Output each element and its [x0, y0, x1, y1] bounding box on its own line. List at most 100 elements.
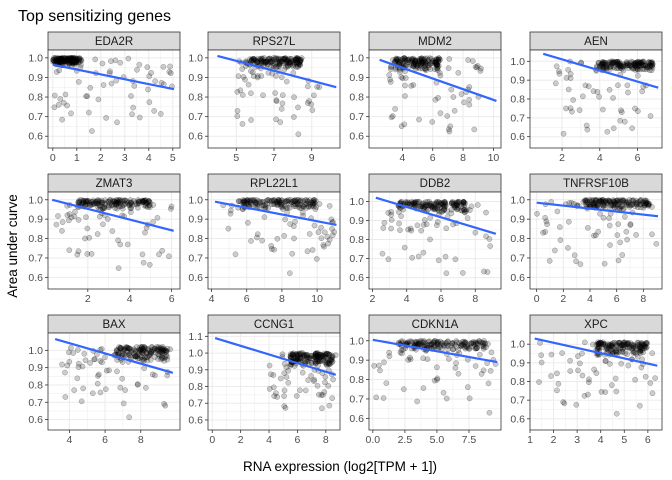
data-point — [395, 55, 402, 62]
data-point — [58, 56, 64, 62]
data-point — [422, 203, 429, 210]
data-point — [99, 205, 106, 212]
data-point — [95, 202, 102, 208]
data-point — [427, 66, 434, 73]
data-point — [110, 197, 117, 204]
data-point — [262, 59, 268, 65]
data-point — [267, 59, 274, 65]
data-point — [237, 87, 244, 94]
data-point — [135, 197, 141, 203]
data-point — [423, 202, 430, 209]
data-point — [306, 231, 313, 237]
y-tick-label: 0.8 — [28, 233, 43, 245]
data-point — [275, 56, 281, 62]
data-point — [74, 251, 81, 258]
data-point — [275, 59, 281, 65]
data-point — [278, 106, 285, 112]
data-point — [419, 60, 426, 66]
data-point — [273, 56, 280, 63]
data-point — [109, 228, 116, 235]
y-tick-label: 0.9 — [28, 72, 43, 84]
data-point — [427, 61, 434, 67]
data-point — [61, 55, 68, 61]
data-point — [266, 362, 273, 369]
data-point — [276, 61, 283, 67]
data-point — [274, 199, 281, 206]
data-point — [60, 55, 66, 61]
data-point — [271, 201, 278, 207]
data-point — [635, 72, 641, 79]
data-point — [248, 201, 254, 208]
data-point — [132, 201, 138, 208]
data-point — [245, 219, 251, 226]
data-point — [619, 65, 625, 72]
data-point — [415, 253, 422, 260]
data-point — [294, 59, 301, 66]
data-point — [227, 210, 234, 217]
data-point — [599, 59, 606, 66]
data-point — [53, 57, 60, 64]
data-point — [584, 126, 591, 133]
data-point — [477, 68, 484, 74]
data-point — [79, 200, 86, 207]
data-point — [55, 57, 62, 64]
data-point — [73, 58, 79, 64]
data-point — [124, 241, 131, 248]
data-point — [446, 56, 453, 62]
data-point — [119, 375, 126, 382]
data-point — [410, 60, 417, 67]
data-point — [246, 197, 253, 204]
data-point — [125, 55, 132, 62]
data-point — [397, 57, 404, 63]
facet-strip-label: ZMAT3 — [96, 178, 133, 190]
data-point — [398, 123, 405, 130]
data-point — [273, 60, 280, 67]
data-point — [235, 198, 242, 205]
data-point — [402, 82, 408, 89]
data-point — [70, 55, 77, 62]
data-point — [57, 58, 63, 65]
data-point — [599, 61, 606, 68]
data-point — [60, 57, 67, 64]
data-point — [412, 57, 419, 63]
data-point — [248, 57, 255, 63]
scatter-points — [234, 55, 323, 138]
data-point — [422, 60, 429, 66]
data-point — [293, 198, 300, 205]
data-point — [72, 59, 79, 66]
data-point — [147, 199, 153, 206]
data-point — [427, 55, 433, 62]
y-tick-label: 1.0 — [510, 56, 525, 68]
y-tick-label: 0.8 — [28, 92, 43, 104]
data-point — [442, 340, 449, 347]
data-point — [69, 58, 76, 64]
data-point — [600, 64, 606, 70]
data-point — [128, 209, 134, 215]
data-point — [265, 205, 272, 211]
data-point — [422, 62, 429, 69]
data-point — [76, 58, 83, 65]
data-point — [288, 196, 294, 203]
data-point — [305, 203, 312, 210]
data-point — [606, 86, 613, 93]
data-point — [412, 61, 419, 67]
data-point — [117, 241, 124, 248]
data-point — [275, 197, 282, 203]
data-point — [294, 55, 301, 61]
data-point — [640, 62, 647, 68]
data-point — [87, 202, 94, 209]
data-point — [111, 198, 118, 205]
data-point — [437, 72, 444, 79]
data-point — [413, 200, 419, 207]
data-point — [304, 248, 311, 255]
data-point — [241, 198, 248, 205]
data-point — [102, 386, 109, 393]
data-point — [649, 390, 656, 397]
data-point — [259, 237, 265, 244]
data-point — [281, 387, 288, 394]
data-point — [97, 389, 104, 396]
data-point — [281, 66, 288, 73]
data-point — [324, 360, 330, 366]
data-point — [136, 198, 143, 205]
